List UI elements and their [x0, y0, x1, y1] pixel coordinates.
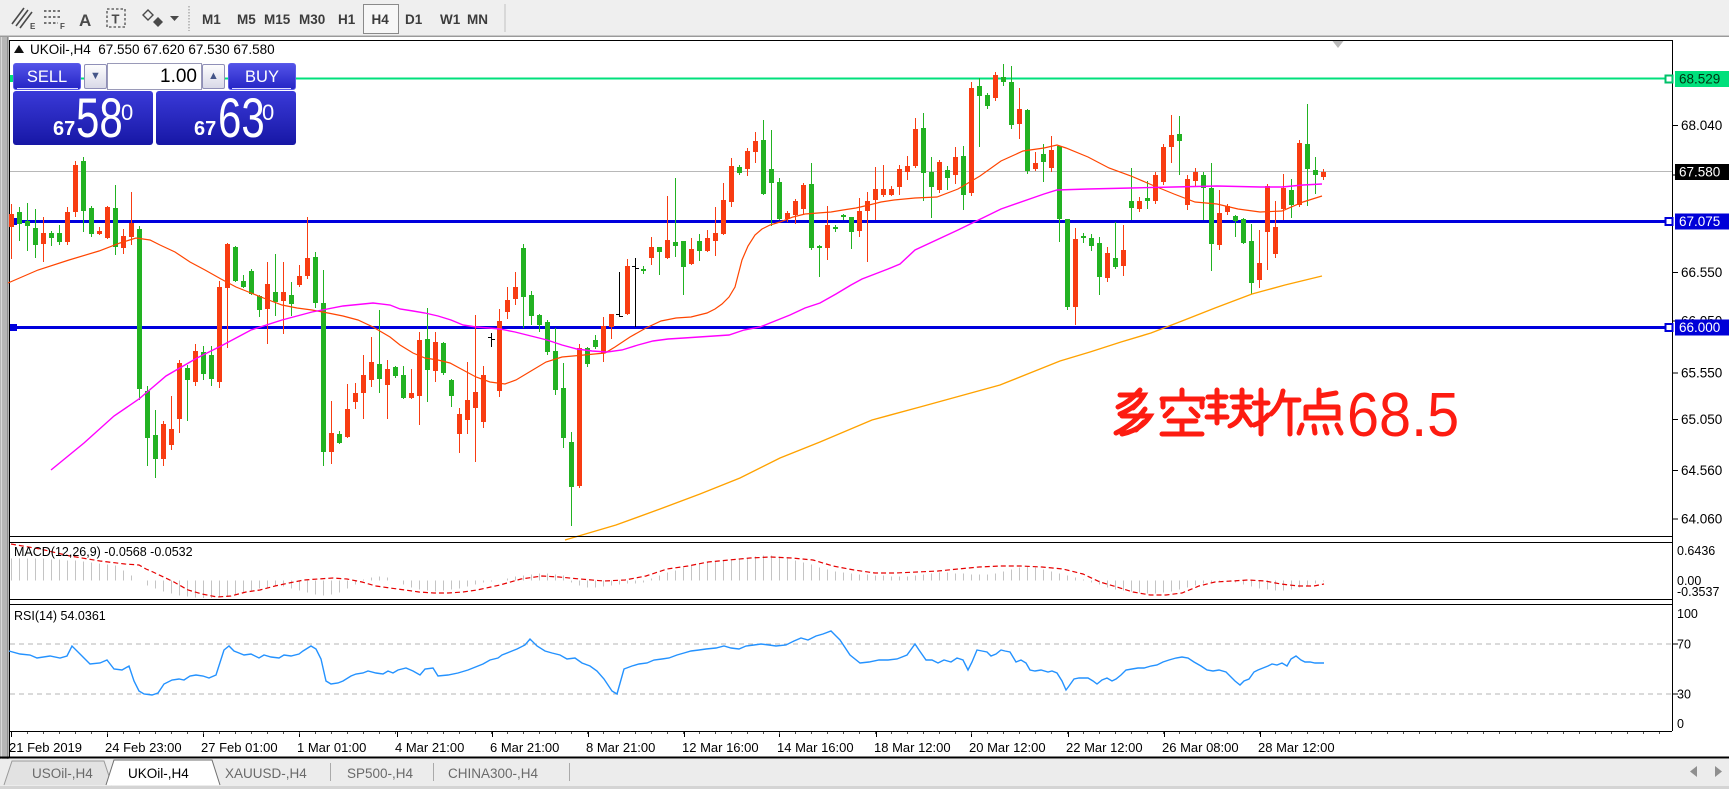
- svg-text:M30: M30: [299, 12, 325, 27]
- svg-text:MACD(12,26,9) -0.0568 -0.0532: MACD(12,26,9) -0.0568 -0.0532: [14, 545, 193, 559]
- svg-text:UKOil-,H4 67.550 67.620 67.53: UKOil-,H4 67.550 67.620 67.530 67.580: [30, 42, 275, 57]
- svg-text:24 Feb 23:00: 24 Feb 23:00: [105, 740, 182, 755]
- svg-text:30: 30: [1677, 688, 1691, 702]
- svg-text:CHINA300-,H4: CHINA300-,H4: [448, 766, 539, 781]
- svg-text:H1: H1: [338, 12, 356, 27]
- svg-text:M1: M1: [202, 12, 221, 27]
- svg-text:18 Mar 12:00: 18 Mar 12:00: [874, 740, 951, 755]
- svg-text:6 Mar 21:00: 6 Mar 21:00: [490, 740, 559, 755]
- svg-text:-0.3537: -0.3537: [1677, 585, 1719, 599]
- svg-text:67.075: 67.075: [1679, 214, 1720, 229]
- svg-text:26 Mar 08:00: 26 Mar 08:00: [1162, 740, 1239, 755]
- svg-text:64.560: 64.560: [1681, 463, 1722, 478]
- svg-text:21 Feb 2019: 21 Feb 2019: [9, 740, 82, 755]
- svg-text:XAUUSD-,H4: XAUUSD-,H4: [225, 766, 307, 781]
- svg-text:F: F: [60, 22, 65, 31]
- svg-text:28 Mar 12:00: 28 Mar 12:00: [1258, 740, 1335, 755]
- svg-text:68.040: 68.040: [1681, 118, 1722, 133]
- svg-text:68.529: 68.529: [1679, 72, 1720, 87]
- svg-text:68.5: 68.5: [1347, 380, 1459, 449]
- svg-text:8 Mar 21:00: 8 Mar 21:00: [586, 740, 655, 755]
- svg-text:70: 70: [1677, 638, 1691, 652]
- svg-text:A: A: [79, 11, 91, 30]
- svg-text:4 Mar 21:00: 4 Mar 21:00: [395, 740, 464, 755]
- svg-text:W1: W1: [440, 12, 461, 27]
- svg-text:SP500-,H4: SP500-,H4: [347, 766, 414, 781]
- svg-text:USOil-,H4: USOil-,H4: [32, 766, 93, 781]
- svg-text:67.580: 67.580: [1679, 165, 1720, 180]
- svg-text:D1: D1: [405, 12, 423, 27]
- svg-text:RSI(14) 54.0361: RSI(14) 54.0361: [14, 609, 106, 623]
- svg-text:0.6436: 0.6436: [1677, 544, 1715, 558]
- svg-text:0.00: 0.00: [1677, 574, 1701, 588]
- svg-text:20 Mar 12:00: 20 Mar 12:00: [969, 740, 1046, 755]
- svg-text:M5: M5: [237, 12, 256, 27]
- svg-text:64.060: 64.060: [1681, 512, 1722, 527]
- svg-text:27 Feb 01:00: 27 Feb 01:00: [201, 740, 278, 755]
- svg-text:66.550: 66.550: [1681, 265, 1722, 280]
- svg-text:M15: M15: [264, 12, 291, 27]
- svg-text:22 Mar 12:00: 22 Mar 12:00: [1066, 740, 1143, 755]
- svg-text:12 Mar 16:00: 12 Mar 16:00: [682, 740, 759, 755]
- svg-text:14 Mar 16:00: 14 Mar 16:00: [777, 740, 854, 755]
- svg-text:T: T: [112, 12, 120, 27]
- svg-text:1 Mar 01:00: 1 Mar 01:00: [297, 740, 366, 755]
- svg-text:H4: H4: [372, 12, 390, 27]
- svg-text:UKOil-,H4: UKOil-,H4: [128, 766, 189, 781]
- svg-text:66.000: 66.000: [1679, 320, 1720, 335]
- svg-text:65.050: 65.050: [1681, 412, 1722, 427]
- svg-text:0: 0: [1677, 717, 1684, 731]
- svg-text:65.550: 65.550: [1681, 366, 1722, 381]
- svg-text:E: E: [30, 22, 36, 31]
- svg-text:MN: MN: [467, 12, 488, 27]
- svg-text:100: 100: [1677, 607, 1698, 621]
